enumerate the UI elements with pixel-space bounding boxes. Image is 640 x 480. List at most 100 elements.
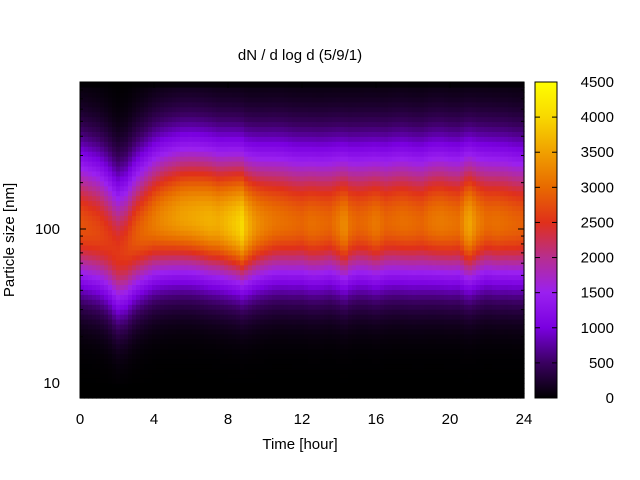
heatmap-cell <box>200 121 205 128</box>
heatmap-cell <box>172 299 177 305</box>
heatmap-cell <box>164 151 169 157</box>
heatmap-cell <box>364 249 369 256</box>
heatmap-cell <box>388 180 393 187</box>
heatmap-cell <box>200 338 205 345</box>
heatmap-cell <box>348 111 353 118</box>
heatmap-cell <box>284 393 289 399</box>
heatmap-cell <box>324 353 329 360</box>
heatmap-cell <box>344 264 349 271</box>
heatmap-cell <box>224 82 229 88</box>
heatmap-cell <box>380 230 385 236</box>
heatmap-cell <box>104 343 109 350</box>
heatmap-cell <box>84 146 89 152</box>
heatmap-cell <box>212 230 217 236</box>
heatmap-cell <box>152 185 157 192</box>
heatmap-cell <box>340 274 345 281</box>
heatmap-cell <box>148 289 153 295</box>
heatmap-cell <box>308 185 313 192</box>
heatmap-cell <box>304 161 309 167</box>
heatmap-cell <box>208 210 213 216</box>
heatmap-cell <box>248 235 253 241</box>
heatmap-cell <box>200 86 205 93</box>
heatmap-cell <box>256 131 261 137</box>
heatmap-cell <box>328 304 333 310</box>
heatmap-cell <box>244 284 249 290</box>
heatmap-cell <box>348 195 353 202</box>
heatmap-cell <box>192 259 197 266</box>
heatmap-cell <box>100 249 105 256</box>
heatmap-cell <box>336 269 341 276</box>
heatmap-cell <box>236 244 241 251</box>
heatmap-cell <box>136 338 141 345</box>
heatmap-cell <box>204 156 209 162</box>
heatmap-cell <box>200 274 205 281</box>
heatmap-cell <box>388 175 393 182</box>
heatmap-cell <box>344 269 349 276</box>
heatmap-cell <box>176 363 181 369</box>
heatmap-cell <box>356 86 361 93</box>
heatmap-cell <box>168 343 173 350</box>
heatmap-cell <box>116 146 121 152</box>
heatmap-cell <box>200 314 205 320</box>
heatmap-cell <box>276 200 281 207</box>
heatmap-cell <box>196 156 201 162</box>
heatmap-cell <box>264 220 269 226</box>
heatmap-cell <box>316 259 321 266</box>
heatmap-cell <box>272 121 277 128</box>
heatmap-cell <box>328 333 333 340</box>
heatmap-cell <box>288 86 293 93</box>
heatmap-cell <box>236 86 241 93</box>
heatmap-cell <box>248 274 253 281</box>
heatmap-cell <box>292 180 297 187</box>
heatmap-cell <box>220 249 225 256</box>
heatmap-cell <box>348 156 353 162</box>
heatmap-cell <box>84 309 89 315</box>
heatmap-cell <box>296 304 301 310</box>
heatmap-cell <box>124 185 129 192</box>
heatmap-cell <box>320 146 325 152</box>
heatmap-cell <box>148 230 153 236</box>
heatmap-cell <box>148 353 153 360</box>
heatmap-cell <box>296 254 301 261</box>
heatmap-cell <box>308 299 313 305</box>
heatmap-cell <box>376 230 381 236</box>
heatmap-cell <box>172 353 177 360</box>
heatmap-cell <box>300 383 305 389</box>
heatmap-cell <box>352 205 357 211</box>
heatmap-cell <box>328 175 333 182</box>
heatmap-cell <box>284 338 289 345</box>
heatmap-cell <box>172 323 177 330</box>
heatmap-cell <box>312 170 317 177</box>
heatmap-cell <box>164 328 169 335</box>
heatmap-cell <box>372 343 377 350</box>
heatmap-cell <box>272 175 277 182</box>
heatmap-cell <box>356 373 361 379</box>
heatmap-cell <box>104 156 109 162</box>
heatmap-cell <box>304 240 309 246</box>
heatmap-cell <box>388 274 393 281</box>
heatmap-cell <box>140 86 145 93</box>
heatmap-cell <box>264 373 269 379</box>
heatmap-cell <box>268 314 273 320</box>
heatmap-cell <box>176 304 181 310</box>
heatmap-cell <box>216 254 221 261</box>
heatmap-cell <box>208 106 213 113</box>
heatmap-cell <box>328 378 333 384</box>
heatmap-cell <box>244 205 249 211</box>
heatmap-cell <box>104 190 109 197</box>
heatmap-cell <box>184 101 189 108</box>
heatmap-cell <box>148 259 153 266</box>
heatmap-cell <box>336 220 341 226</box>
heatmap-cell <box>288 175 293 182</box>
heatmap-cell <box>272 116 277 123</box>
heatmap-cell <box>372 215 377 221</box>
heatmap-cell <box>352 378 357 384</box>
heatmap-cell <box>336 161 341 167</box>
heatmap-cell <box>312 146 317 152</box>
heatmap-cell <box>236 333 241 340</box>
heatmap-cell <box>376 240 381 246</box>
heatmap-cell <box>356 269 361 276</box>
heatmap-cell <box>172 373 177 379</box>
heatmap-cell <box>348 274 353 281</box>
heatmap-cell <box>340 363 345 369</box>
